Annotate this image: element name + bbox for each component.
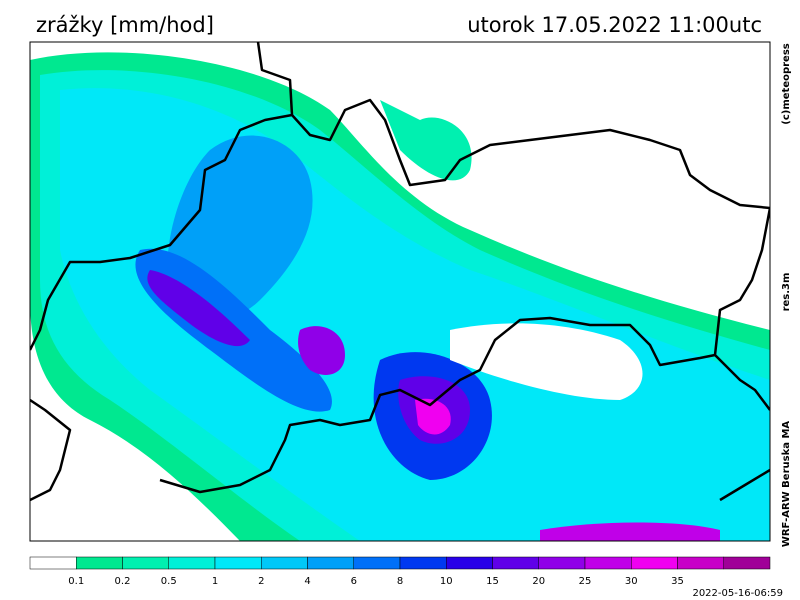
- legend-label: 0.5: [161, 576, 177, 587]
- legend-swatch: [122, 556, 169, 570]
- legend-label: 2: [258, 576, 264, 587]
- legend-swatch: [214, 556, 262, 570]
- legend-swatch: [584, 556, 632, 570]
- map-title: zrážky [mm/hod]: [36, 13, 214, 37]
- legend-label: 35: [671, 576, 684, 587]
- map-area: [29, 41, 771, 542]
- legend-label: 25: [579, 576, 592, 587]
- timestamp: 2022-05-16-06:59: [692, 588, 783, 599]
- model-name: WRF-ARW Beruska MA: [781, 421, 792, 548]
- legend-label: 1: [212, 576, 218, 587]
- legend-swatch: [353, 556, 401, 570]
- legend-swatch: [538, 556, 586, 570]
- resolution: res.3m: [781, 273, 792, 312]
- legend-swatch: [446, 556, 493, 570]
- legend-label: 20: [532, 576, 545, 587]
- legend-label: 0.1: [68, 576, 84, 587]
- copyright: (c)meteopress: [781, 43, 792, 125]
- legend-swatch: [677, 556, 724, 570]
- color-legend: 0.1 0.2 0.5 1 2 4 6 8 10 15 20 25 30 35: [29, 556, 771, 587]
- legend-swatch: [631, 556, 678, 570]
- legend-swatch: [399, 556, 447, 570]
- legend-swatch: [261, 556, 308, 570]
- legend-label: 4: [304, 576, 310, 587]
- legend-swatch: [723, 556, 771, 570]
- legend-swatch: [76, 556, 123, 570]
- legend-label: 30: [625, 576, 638, 587]
- legend-swatch: [307, 556, 354, 570]
- legend-label: 15: [486, 576, 499, 587]
- legend-swatch: [168, 556, 216, 570]
- map-date: utorok 17.05.2022 11:00utc: [467, 13, 762, 37]
- legend-swatch: [29, 556, 77, 570]
- legend-label: 10: [440, 576, 453, 587]
- legend-label: 6: [351, 576, 357, 587]
- legend-label: 0.2: [115, 576, 131, 587]
- legend-swatch: [492, 556, 539, 570]
- legend-label: 8: [397, 576, 403, 587]
